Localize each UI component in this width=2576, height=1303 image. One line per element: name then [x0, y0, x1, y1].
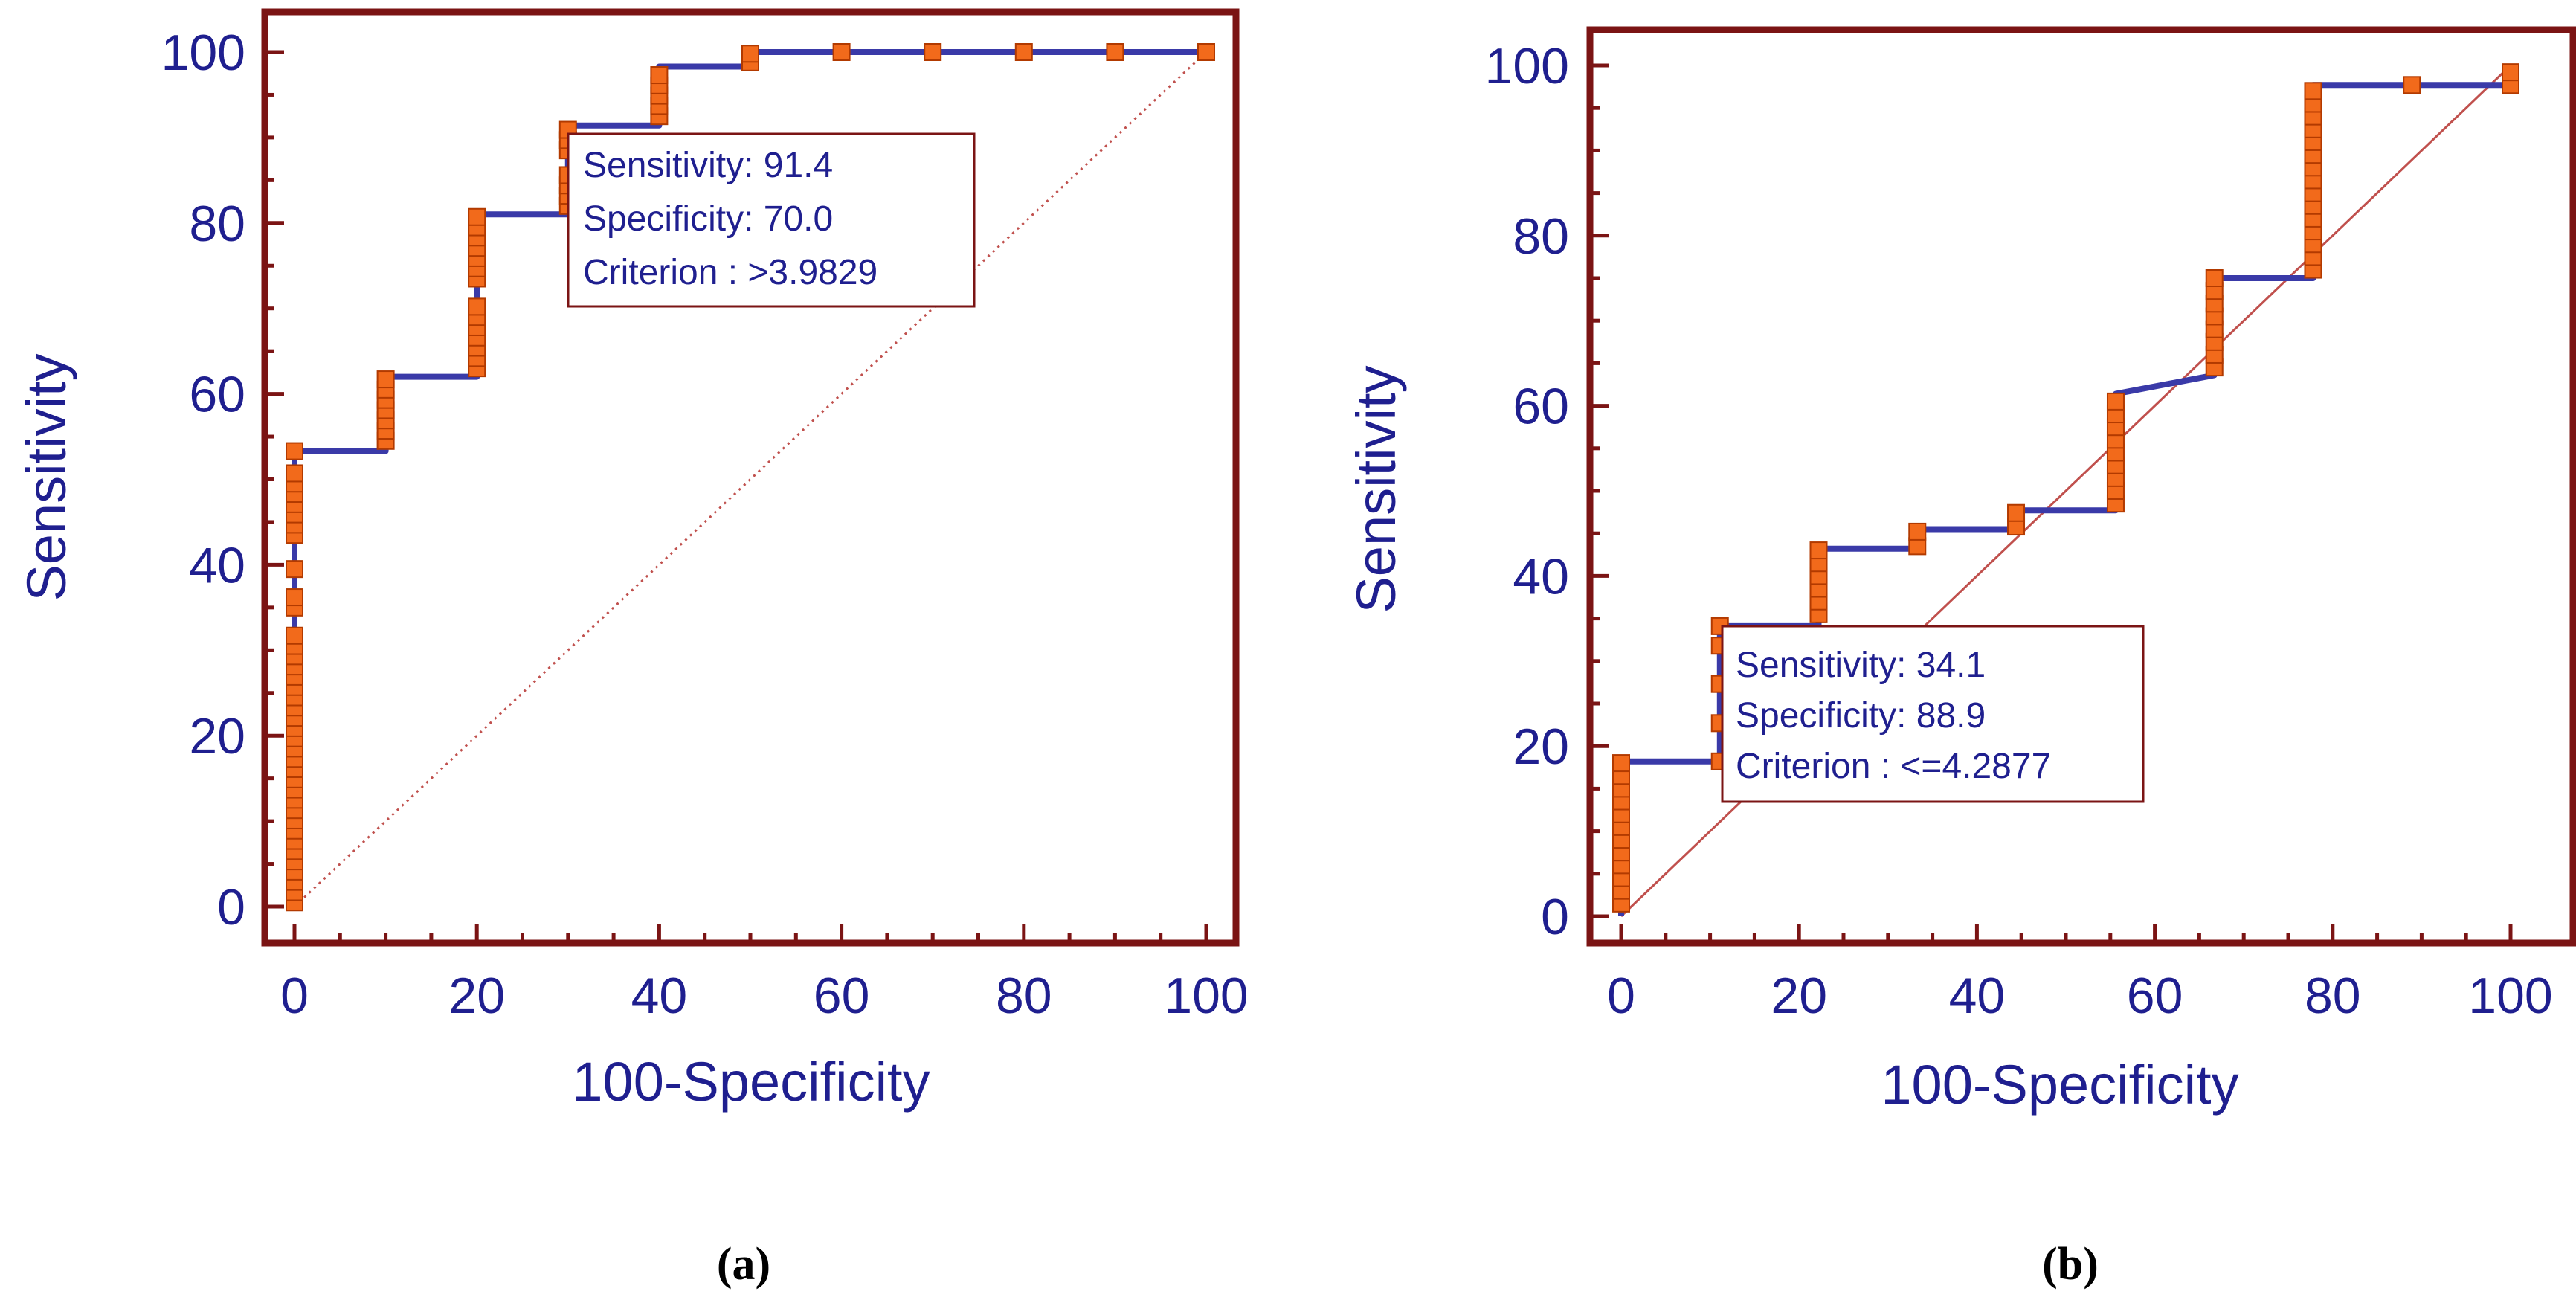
- panel-a-x-tick-label: 100: [1164, 968, 1248, 1024]
- panel-a-roc-point-marker: [1014, 43, 1033, 61]
- panel-a-x-axis-label: 100-Specificity: [572, 1051, 930, 1113]
- panel-a-x-tick-labels: 0 20 40 60 80 100: [280, 968, 1249, 1024]
- panel-a-roc-point-marker: [741, 45, 759, 63]
- panel-a-roc-point-marker: [286, 442, 303, 460]
- panel-b-y-axis-label: Sensitivity: [1345, 365, 1407, 613]
- panel-b-y-tick-labels: 0 20 40 60 80 100: [1485, 38, 1569, 945]
- panel-a-roc-point-marker: [832, 43, 851, 61]
- panel-a-roc-point-marker: [286, 626, 303, 645]
- panel-b-x-tick-label: 20: [1771, 968, 1827, 1024]
- panel-a-y-tick-label: 100: [161, 25, 245, 81]
- panel-a-caption: (a): [717, 1239, 770, 1290]
- panel-b-y-tick-label: 20: [1513, 718, 1569, 775]
- panel-a-annotation-sensitivity: Sensitivity: 91.4: [583, 146, 833, 185]
- panel-b-roc-point-marker: [2502, 63, 2519, 82]
- panel-b-x-tick-label: 40: [1949, 968, 2006, 1024]
- panel-a-roc-markers: [286, 43, 1215, 912]
- panel-a-roc-point-marker: [286, 464, 303, 483]
- panel-b-x-tick-label: 0: [1607, 968, 1635, 1024]
- panel-a-y-tick-labels: 0 20 40 60 80 100: [161, 25, 245, 936]
- panel-b-y-tick-label: 100: [1485, 38, 1569, 94]
- panel-a: 0 20 40 60 80 100 0 20 40 60 80 100 Sensitivity: 9…: [16, 8, 1249, 1290]
- panel-a-roc-point-marker: [286, 588, 303, 607]
- panel-b-y-tick-label: 60: [1513, 379, 1569, 435]
- panel-a-roc-point-marker: [924, 43, 942, 61]
- panel-b-x-tick-label: 100: [2468, 968, 2552, 1024]
- panel-b-x-tick-label: 60: [2127, 968, 2183, 1024]
- panel-a-x-tick-label: 0: [280, 968, 309, 1024]
- panel-a-y-axis-label: Sensitivity: [16, 353, 77, 601]
- panel-a-y-tick-label: 80: [189, 196, 245, 252]
- panel-b-annotation-sensitivity: Sensitivity: 34.1: [1736, 646, 1986, 685]
- panel-b-x-tick-labels: 0 20 40 60 80 100: [1607, 968, 2553, 1024]
- panel-b-roc-point-marker: [2403, 76, 2421, 94]
- panel-b-caption: (b): [2042, 1239, 2099, 1290]
- panel-a-annotation-criterion: Criterion : >3.9829: [583, 253, 878, 292]
- panel-b-roc-point-marker: [2007, 503, 2026, 522]
- panel-a-y-tick-label: 20: [189, 708, 245, 765]
- panel-a-roc-point-marker: [650, 66, 669, 85]
- panel-b: 0 20 40 60 80 100 0 20 40 60 80 100 Sensitivity: 3…: [1345, 26, 2576, 1290]
- panel-b-x-axis-label: 100-Specificity: [1881, 1054, 2238, 1116]
- panel-a-x-tick-label: 40: [631, 968, 688, 1024]
- panel-b-roc-point-marker: [1908, 522, 1927, 541]
- panel-a-annotation-box: Sensitivity: 91.4 Specificity: 70.0 Crit…: [567, 132, 976, 308]
- panel-a-x-tick-label: 20: [448, 968, 505, 1024]
- panel-a-roc-point-marker: [468, 207, 486, 226]
- panel-b-y-axis-ticks: [1590, 63, 1609, 918]
- panel-b-annotation-criterion: Criterion : <=4.2877: [1736, 747, 2051, 786]
- panel-b-x-axis-ticks: [1619, 924, 2513, 943]
- panel-a-x-tick-label: 80: [996, 968, 1052, 1024]
- panel-a-y-tick-label: 40: [189, 537, 245, 593]
- panel-b-y-tick-label: 80: [1513, 208, 1569, 265]
- panel-a-y-tick-label: 0: [217, 879, 245, 936]
- panel-b-y-tick-label: 40: [1513, 548, 1569, 605]
- panel-a-annotation-specificity: Specificity: 70.0: [583, 199, 833, 239]
- panel-a-y-axis-ticks: [265, 50, 284, 909]
- panel-b-annotation-specificity: Specificity: 88.9: [1736, 696, 1986, 736]
- panel-a-roc-point-marker: [1197, 43, 1215, 61]
- panel-a-roc-point-marker: [468, 297, 486, 316]
- panel-b-plot-frame: [1586, 26, 2576, 947]
- panel-a-roc-point-marker: [376, 370, 395, 389]
- panel-a-y-tick-label: 60: [189, 367, 245, 423]
- panel-a-diagonal-reference-line: [293, 51, 1208, 908]
- panel-b-roc-point-marker: [2106, 392, 2125, 411]
- panel-b-roc-point-marker: [2205, 269, 2224, 287]
- panel-b-roc-point-marker: [1809, 541, 1828, 560]
- panel-b-roc-point-marker: [2304, 82, 2322, 100]
- panel-a-x-tick-label: 60: [814, 968, 870, 1024]
- panel-b-roc-markers: [1612, 63, 2519, 913]
- panel-b-roc-point-marker: [1612, 754, 1630, 773]
- panel-b-annotation-box: Sensitivity: 34.1 Specificity: 88.9 Crit…: [1721, 625, 2145, 803]
- panel-b-annotation-border: [1721, 625, 2145, 803]
- panel-a-x-axis-ticks: [292, 924, 1208, 943]
- panel-a-annotation-border: [567, 132, 976, 308]
- panel-b-y-tick-label: 0: [1541, 889, 1569, 945]
- panel-a-roc-point-marker: [286, 560, 303, 579]
- panel-b-x-tick-label: 80: [2305, 968, 2361, 1024]
- panel-a-roc-point-marker: [1106, 43, 1124, 61]
